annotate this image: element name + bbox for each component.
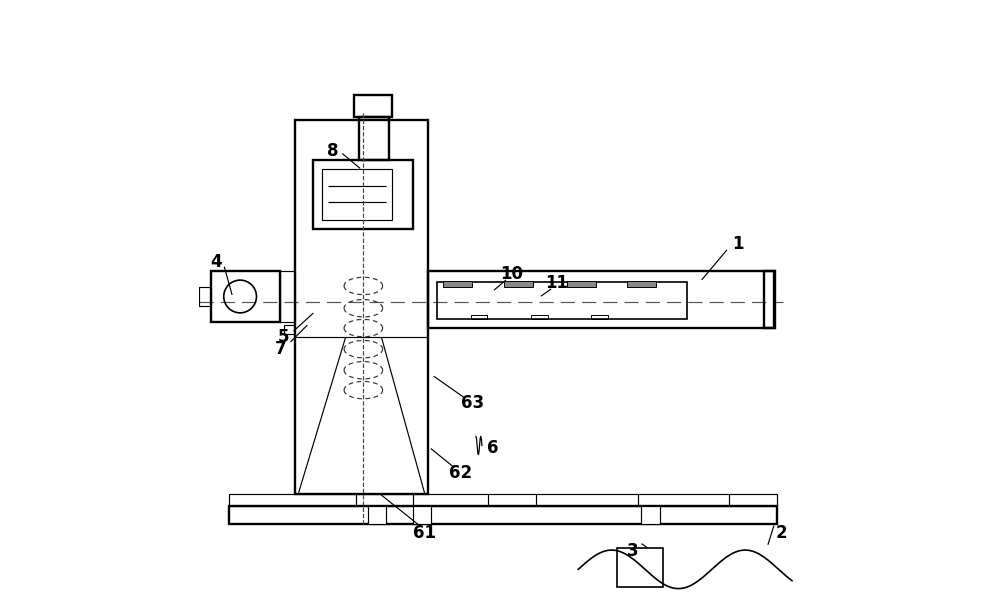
Bar (437, 282, 687, 319)
Bar (354, 95, 392, 117)
Bar (471, 315, 487, 319)
Text: 7: 7 (274, 340, 286, 358)
Text: 1: 1 (732, 235, 744, 253)
Bar (531, 315, 548, 319)
Text: 61: 61 (413, 524, 436, 542)
Bar (764, 271, 775, 328)
Bar (627, 281, 656, 287)
Bar (641, 506, 660, 524)
Text: 10: 10 (501, 265, 524, 283)
Text: 8: 8 (327, 141, 338, 160)
Bar (229, 506, 777, 524)
Bar (617, 548, 663, 587)
Text: 62: 62 (449, 464, 472, 482)
Bar (567, 281, 596, 287)
Bar (504, 281, 533, 287)
Bar (280, 271, 295, 322)
Bar (295, 120, 428, 494)
Bar (443, 281, 472, 287)
Bar (591, 315, 608, 319)
Bar (368, 506, 386, 524)
Text: 63: 63 (461, 394, 484, 412)
Text: 4: 4 (210, 253, 222, 271)
Bar (229, 494, 777, 506)
Text: 5: 5 (278, 328, 289, 346)
Text: 11: 11 (545, 274, 568, 292)
Bar (428, 271, 774, 328)
Bar (322, 169, 392, 220)
Bar (313, 160, 413, 229)
Bar (359, 117, 389, 160)
Text: 3: 3 (627, 542, 638, 560)
Text: 2: 2 (776, 524, 788, 542)
Bar (199, 287, 211, 306)
Bar (211, 271, 280, 322)
Bar (413, 506, 431, 524)
Text: 6: 6 (487, 439, 499, 458)
